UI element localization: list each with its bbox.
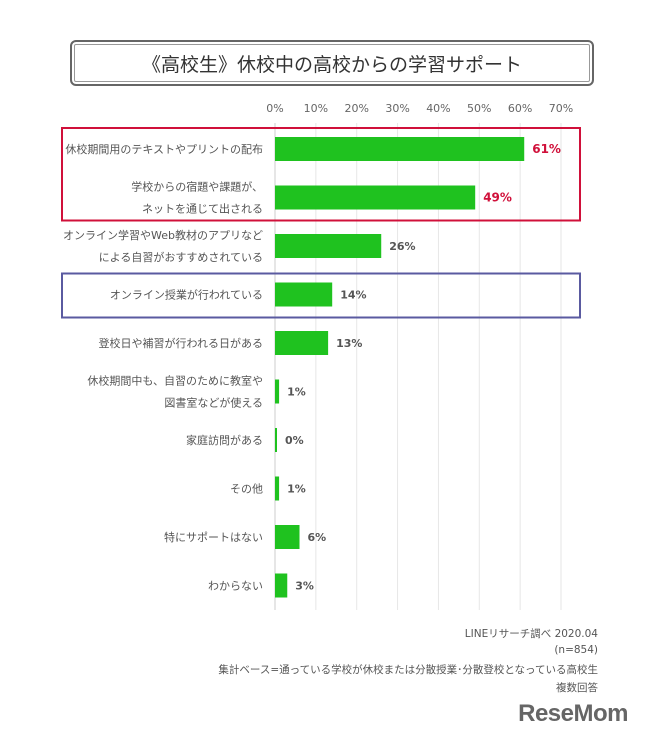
data-label: 26% bbox=[389, 240, 415, 253]
bar bbox=[275, 379, 280, 404]
category-label: 休校期間中も、自習のために教室や bbox=[87, 374, 263, 388]
sample-size: (n=854) bbox=[554, 644, 598, 656]
x-tick-label: 70% bbox=[549, 102, 573, 115]
answer-note: 複数回答 bbox=[556, 682, 598, 694]
category-label: オンライン授業が行われている bbox=[110, 288, 263, 302]
bar bbox=[275, 282, 333, 307]
data-label: 14% bbox=[340, 289, 366, 302]
data-label: 61% bbox=[532, 142, 561, 156]
category-label: 登校日や補習が行われる日がある bbox=[99, 336, 263, 350]
resemom-logo: ReseMom bbox=[518, 700, 628, 727]
x-tick-label: 40% bbox=[426, 102, 450, 115]
highlight-box bbox=[61, 127, 581, 222]
bar bbox=[275, 525, 300, 549]
data-label: 0% bbox=[285, 434, 304, 447]
bar bbox=[275, 185, 476, 210]
source-credit: LINEリサーチ調べ 2020.04 bbox=[464, 628, 598, 640]
data-label: 1% bbox=[287, 386, 306, 399]
data-label: 49% bbox=[483, 191, 512, 205]
highlight-box bbox=[61, 272, 581, 319]
x-tick-label: 30% bbox=[385, 102, 409, 115]
bar bbox=[275, 476, 280, 501]
x-tick-label: 60% bbox=[508, 102, 532, 115]
category-label: 特にサポートはない bbox=[164, 530, 263, 544]
category-label: 学校からの宿題や課題が、 bbox=[131, 180, 263, 194]
bar bbox=[275, 573, 288, 598]
category-label: 図書室などが使える bbox=[164, 396, 263, 410]
bar bbox=[275, 137, 525, 161]
category-label: わからない bbox=[208, 580, 263, 593]
x-tick-label: 50% bbox=[467, 102, 491, 115]
bar bbox=[275, 234, 382, 258]
chart-title: 《高校生》休校中の高校からの学習サポート bbox=[70, 40, 594, 86]
x-tick-label: 20% bbox=[344, 102, 368, 115]
base-note: 集計ベース=通っている学校が休校または分散授業･分散登校となっている高校生 bbox=[218, 664, 598, 676]
data-label: 1% bbox=[287, 483, 306, 496]
x-tick-label: 0% bbox=[266, 102, 283, 115]
bar bbox=[275, 331, 329, 355]
bar bbox=[275, 428, 277, 452]
x-tick-label: 10% bbox=[304, 102, 328, 115]
data-label: 6% bbox=[308, 531, 327, 544]
category-label: その他 bbox=[230, 483, 263, 496]
category-label: オンライン学習やWeb教材のアプリなど bbox=[63, 228, 263, 242]
data-label: 3% bbox=[295, 580, 314, 593]
category-label: ネットを通じて出される bbox=[142, 202, 263, 216]
data-label: 13% bbox=[336, 337, 362, 350]
category-label: 休校期間用のテキストやプリントの配布 bbox=[65, 142, 263, 156]
category-label: 家庭訪問がある bbox=[186, 433, 263, 447]
category-label: による自習がおすすめされている bbox=[99, 250, 263, 264]
